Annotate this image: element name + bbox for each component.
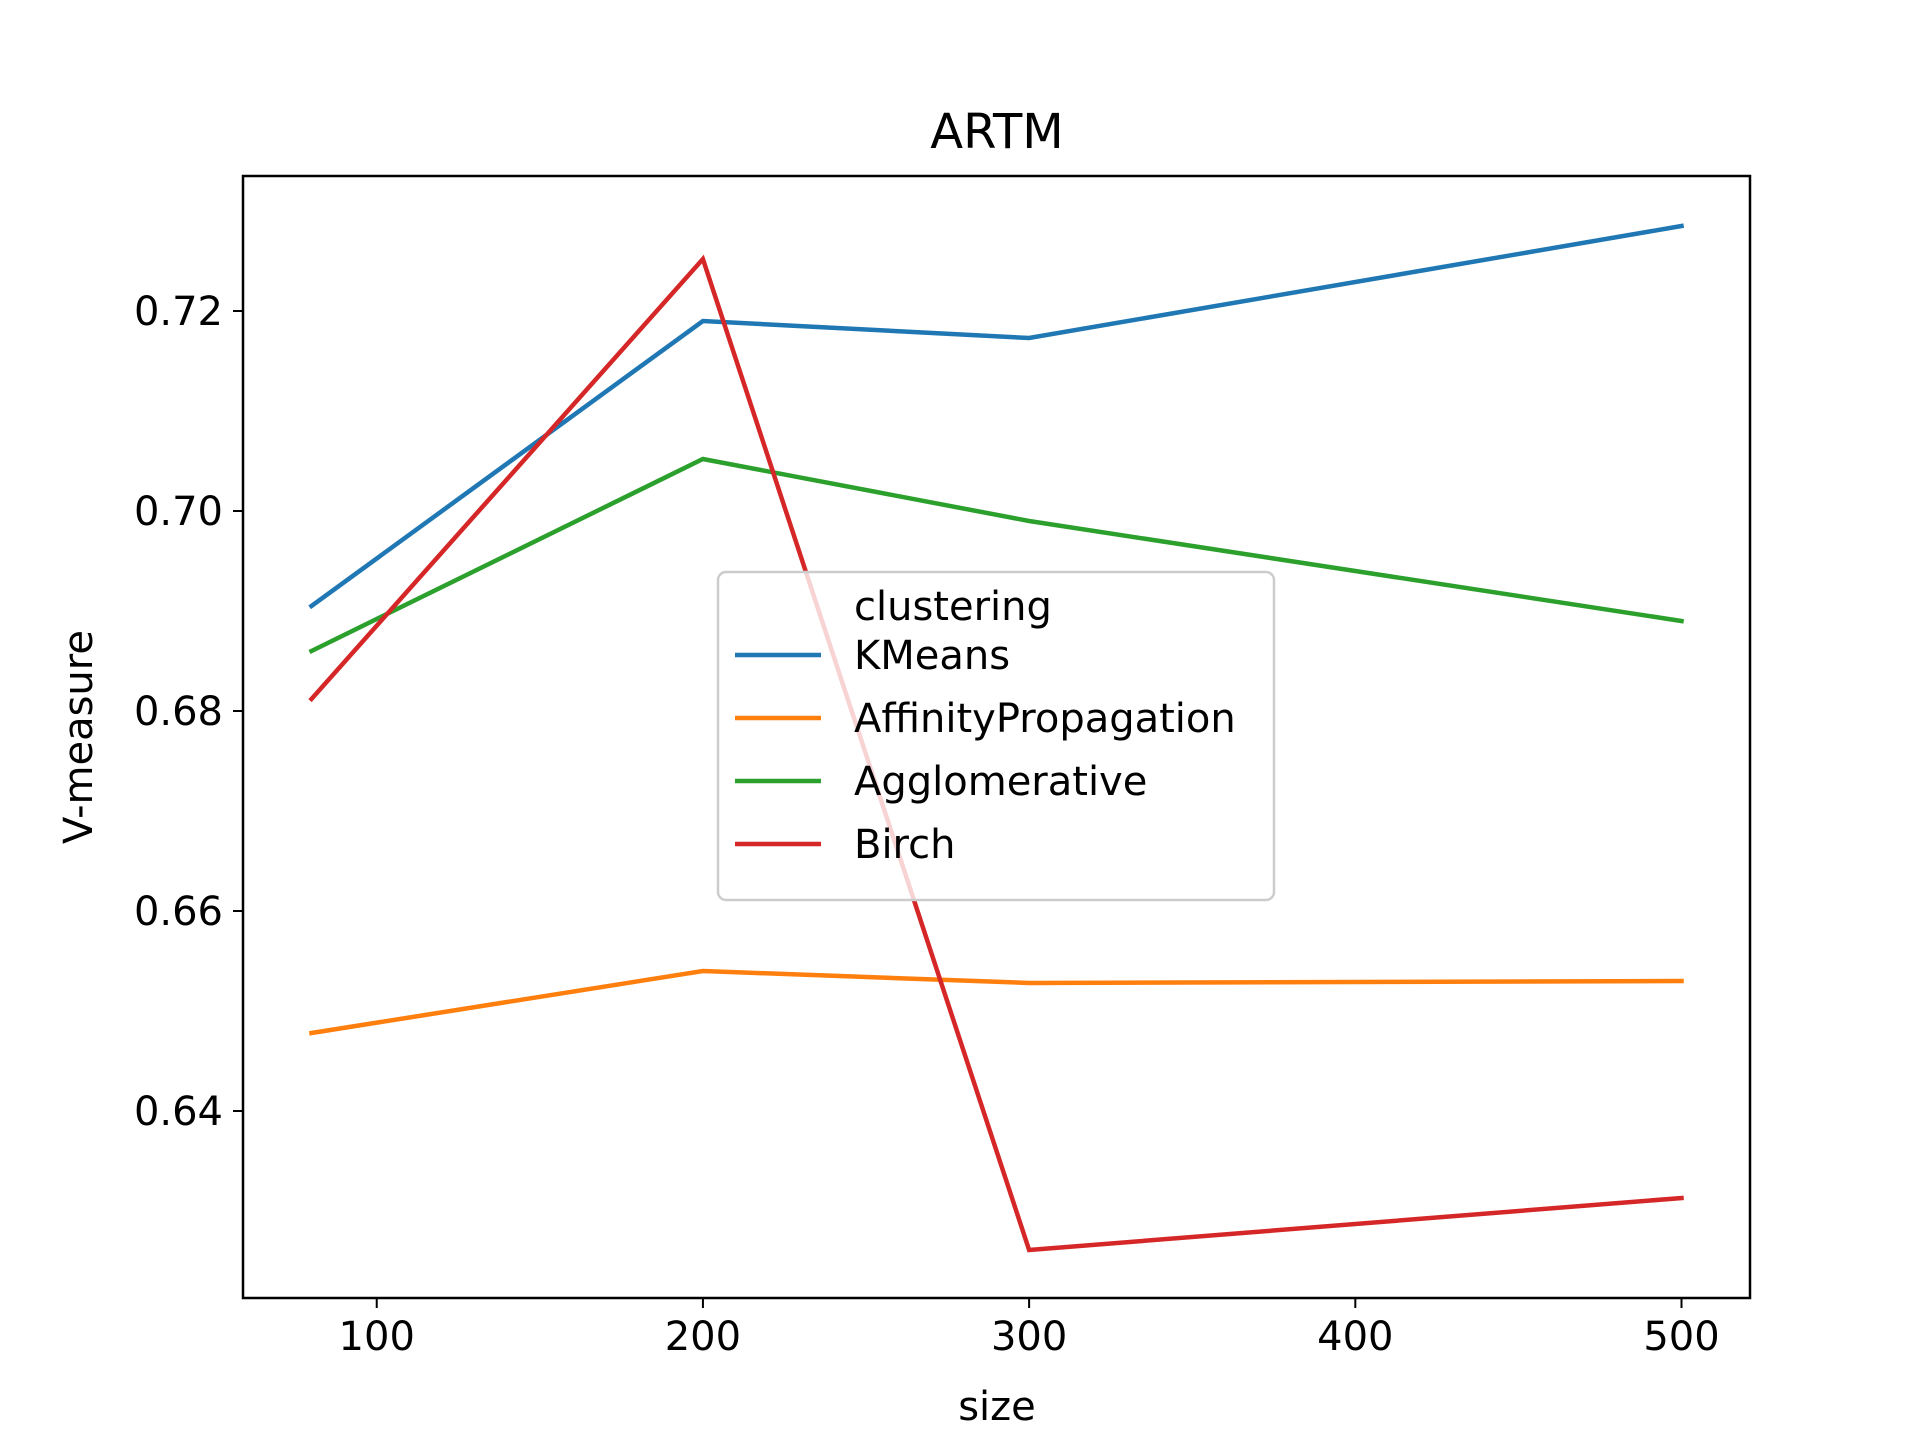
series-line-affinitypropagation xyxy=(308,968,1684,1036)
x-tick-label: 100 xyxy=(339,1314,415,1360)
x-axis: 100 200 300 400 500 xyxy=(339,1298,1720,1360)
x-tick-label: 300 xyxy=(991,1314,1067,1360)
y-axis-label: V-measure xyxy=(56,630,102,844)
legend-title: clustering xyxy=(854,584,1052,630)
chart-title: ARTM xyxy=(930,104,1063,160)
y-tick-label: 0.72 xyxy=(134,289,223,335)
plot-frame xyxy=(241,174,1752,1300)
legend-label-kmeans: KMeans xyxy=(854,633,1010,679)
y-tick-label: 0.70 xyxy=(134,489,223,535)
x-tick-label: 500 xyxy=(1643,1314,1719,1360)
legend: clustering KMeans AffinityPropagation Aggl… xyxy=(716,570,1276,902)
y-tick-label: 0.64 xyxy=(134,1089,223,1135)
legend-box xyxy=(716,570,1276,902)
y-tick-label: 0.68 xyxy=(134,689,223,735)
y-tick-label: 0.66 xyxy=(134,889,223,935)
legend-label-affinitypropagation: AffinityPropagation xyxy=(854,696,1236,742)
x-tick-label: 400 xyxy=(1317,1314,1393,1360)
x-axis-label: size xyxy=(958,1384,1036,1430)
series-line-agglomerative xyxy=(308,456,1685,655)
legend-label-agglomerative: Agglomerative xyxy=(854,759,1147,805)
x-tick-label: 200 xyxy=(665,1314,741,1360)
series-line-kmeans xyxy=(308,223,1685,610)
legend-label-birch: Birch xyxy=(854,822,955,868)
y-axis: 0.64 0.66 0.68 0.70 0.72 xyxy=(134,289,243,1135)
